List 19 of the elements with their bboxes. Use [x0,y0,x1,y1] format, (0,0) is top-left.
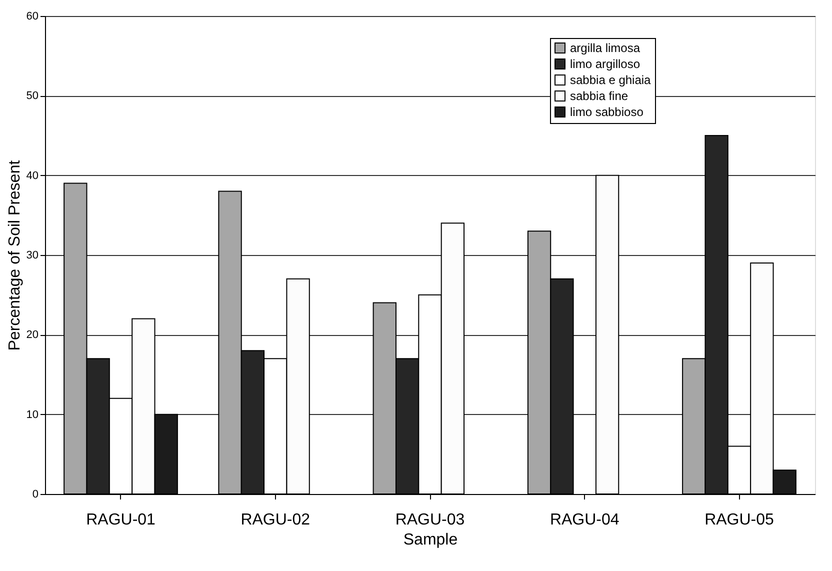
x-tick-label: RAGU-05 [704,512,774,528]
x-tick-label: RAGU-01 [86,512,156,528]
x-tick-label: RAGU-04 [550,512,620,528]
y-tick-label: 40 [26,170,38,182]
y-tick-label: 50 [26,90,38,102]
y-axis-title: Percentage of Soil Present [6,160,24,351]
legend-label: sabbia e ghiaia [570,73,652,87]
x-axis-title: Sample [403,532,458,548]
x-tick-label: RAGU-02 [240,512,310,528]
y-tick-label: 0 [32,488,38,500]
legend-label: argilla limosa [570,41,640,55]
y-tick-label: 30 [26,250,38,262]
x-tick-label: RAGU-03 [395,512,465,528]
y-tick-label: 10 [26,408,38,421]
y-tick-label: 20 [26,329,38,342]
legend-label: limo sabbioso [570,105,644,119]
y-tick-label: 60 [26,10,38,22]
legend-label: limo argilloso [570,57,640,71]
legend-label: sabbia fine [570,89,628,103]
